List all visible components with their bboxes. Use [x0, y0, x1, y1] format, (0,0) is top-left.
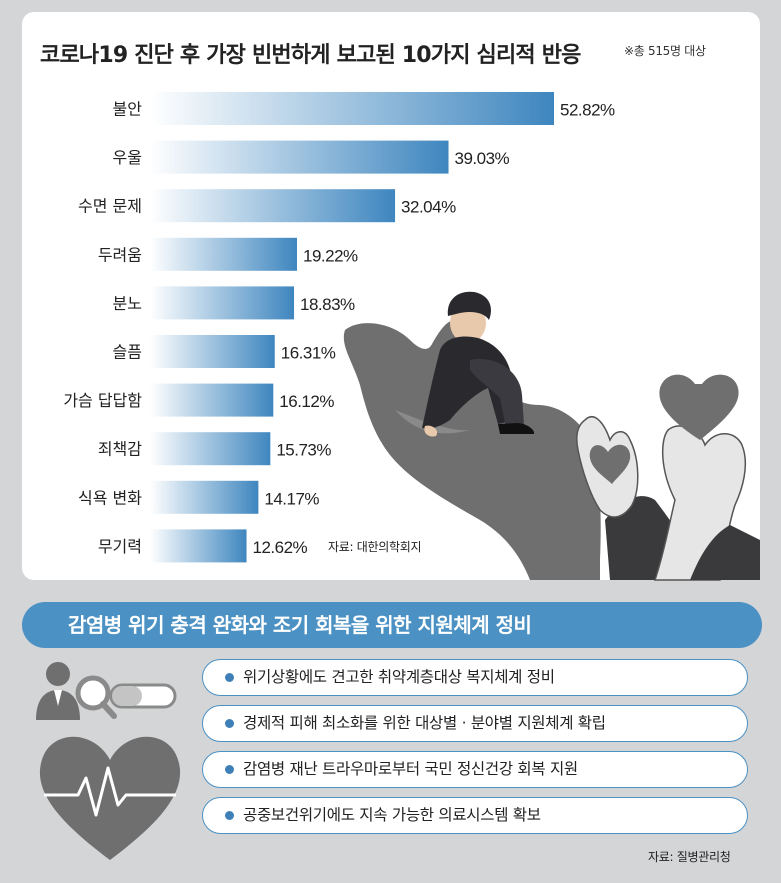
pill-icon [109, 683, 177, 709]
chart-title: 코로나19 진단 후 가장 빈번하게 보고된 10가지 심리적 반응 [40, 43, 581, 68]
bar [150, 237, 298, 271]
list-item-text: 공중보건위기에도 지속 가능한 의료시스템 확보 [243, 806, 541, 824]
hands-illustration [343, 291, 760, 581]
heart-in-hand-icon [576, 374, 760, 581]
bullet-icon [225, 765, 234, 774]
category-label: 죄책감 [98, 440, 142, 459]
bullet-icon [225, 673, 234, 682]
value-label: 19.22% [303, 246, 358, 265]
policy-list: 위기상황에도 견고한 취약계층대상 복지체계 정비 경제적 피해 최소화를 위한… [202, 659, 748, 843]
bar [150, 335, 275, 368]
category-label: 슬픔 [113, 343, 142, 362]
doctor-icon [36, 662, 80, 720]
category-label: 우울 [113, 148, 142, 167]
chart-source: 자료: 대한의학회지 [328, 540, 422, 554]
value-label: 52.82% [560, 101, 615, 120]
bar [150, 140, 449, 174]
bar [150, 286, 295, 320]
chart-note: ※총 515명 대상 [624, 44, 706, 58]
list-item: 경제적 피해 최소화를 위한 대상별 · 분야별 지원체계 확립 [202, 705, 748, 742]
person-sitting-illustration [422, 291, 535, 437]
bottom-source: 자료: 질병관리청 [648, 850, 731, 864]
value-label: 16.31% [281, 344, 336, 363]
bar [150, 480, 259, 514]
bar [150, 189, 396, 223]
policy-banner: 감염병 위기 충격 완화와 조기 회복을 위한 지원체계 정비 [22, 602, 762, 648]
heartbeat-heart-icon [39, 736, 181, 860]
bullet-icon [225, 719, 234, 728]
value-label: 14.17% [264, 489, 319, 508]
bar [150, 383, 274, 417]
list-item-text: 경제적 피해 최소화를 위한 대상별 · 분야별 지원체계 확립 [243, 714, 606, 732]
category-label: 가슴 답답함 [63, 391, 142, 410]
value-label: 32.04% [401, 198, 456, 217]
category-label: 무기력 [98, 537, 142, 556]
bar-chart: 불안 52.82% 우울 39.03% 수면 문제 32.04% 두려움 19.22% 분노 18… [63, 92, 616, 563]
category-label: 수면 문제 [78, 197, 142, 216]
category-label: 불안 [113, 100, 143, 119]
category-label: 두려움 [98, 245, 142, 264]
value-label: 16.12% [279, 392, 334, 411]
list-item-text: 위기상황에도 견고한 취약계층대상 복지체계 정비 [243, 668, 555, 686]
list-item: 감염병 재난 트라우마로부터 국민 정신건강 회복 지원 [202, 751, 748, 788]
value-label: 15.73% [276, 441, 331, 460]
bar [150, 92, 554, 125]
bar [150, 529, 247, 563]
bullet-icon [225, 811, 234, 820]
magnifier-icon [75, 675, 117, 719]
category-label: 분노 [113, 294, 142, 313]
bar [150, 432, 271, 466]
value-label: 12.62% [253, 538, 308, 557]
list-item: 공중보건위기에도 지속 가능한 의료시스템 확보 [202, 797, 748, 834]
value-label: 18.83% [300, 295, 355, 314]
list-item-text: 감염병 재난 트라우마로부터 국민 정신건강 회복 지원 [243, 760, 578, 778]
category-label: 식욕 변화 [78, 488, 142, 507]
list-item: 위기상황에도 견고한 취약계층대상 복지체계 정비 [202, 659, 748, 696]
lower-illustration [36, 662, 181, 860]
value-label: 39.03% [455, 149, 510, 168]
